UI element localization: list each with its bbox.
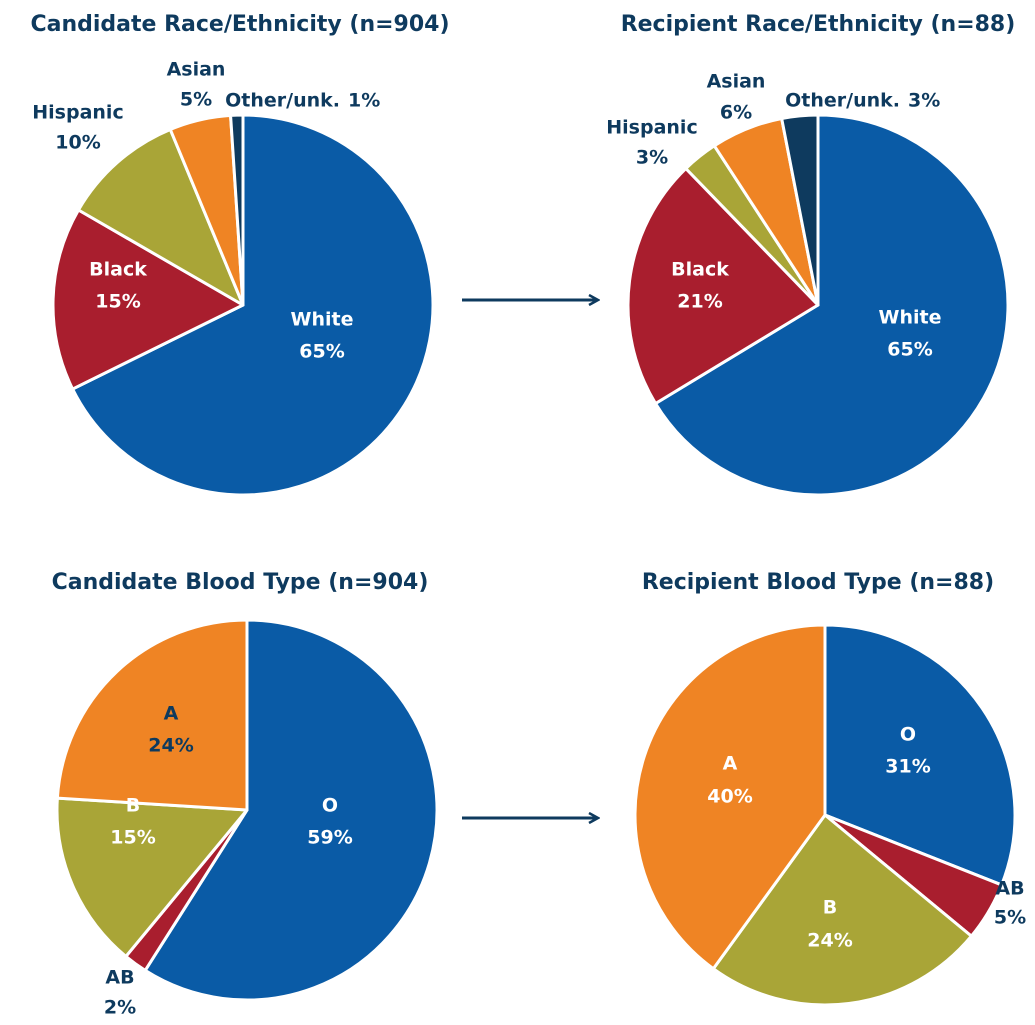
slice-value-label: 5% [994,907,1026,929]
chart-title: Candidate Blood Type (n=904) [52,570,429,595]
slice-label: B [823,897,837,919]
pie-slice [143,618,439,1002]
slice-label: Hispanic [32,102,123,124]
pie-slice [633,623,827,971]
pie-slice [51,208,245,391]
slice-label: Other/unk. [225,90,340,112]
pie-slice [654,113,1010,497]
slice-value-label: 65% [887,339,932,361]
slice-value-label: 2% [104,997,136,1019]
pie-slice [229,113,245,307]
pie-slice [780,113,820,307]
slice-label: Other/unk. [785,90,900,112]
chart-title: Candidate Race/Ethnicity (n=904) [30,12,449,37]
slice-label: Hispanic [606,117,697,139]
slice-value-label: 59% [307,827,352,849]
slice-value-label: 5% [180,89,212,111]
slice-label: Asian [707,71,766,93]
pie-slice [626,167,820,405]
slice-value-label: 10% [55,132,100,154]
slice-label: Asian [167,59,226,81]
slice-label: B [126,795,140,817]
slice-value-label: 65% [299,341,344,363]
slice-label: Black [89,259,147,281]
slice-label: O [900,724,916,746]
slice-value-label: 24% [807,930,852,952]
pie-slice [76,127,245,307]
slice-value-label: 15% [110,827,155,849]
slice-value-label: 40% [707,786,752,808]
slice-value-label: 1% [348,90,380,112]
pie-slice [711,813,973,1007]
slice-label: AB [105,967,134,989]
chart-title: Recipient Blood Type (n=88) [642,570,994,595]
slice-label: Black [671,259,729,281]
slice-value-label: 24% [148,735,193,757]
slice-label: White [879,307,942,329]
chart-title: Recipient Race/Ethnicity (n=88) [621,12,1016,37]
pie-slice [823,623,1017,887]
slice-label: A [164,703,179,725]
slice-value-label: 3% [908,90,940,112]
slice-label: A [723,753,738,775]
pie-slice [55,796,249,958]
slice-value-label: 31% [885,756,930,778]
slice-label: White [291,309,354,331]
slice-value-label: 6% [720,102,752,124]
slice-value-label: 15% [95,291,140,313]
pie-slice [55,618,249,812]
pie-slice [71,113,435,497]
slice-value-label: 21% [677,291,722,313]
slice-label: O [322,795,338,817]
slice-value-label: 3% [636,147,668,169]
slice-label: AB [995,878,1024,900]
